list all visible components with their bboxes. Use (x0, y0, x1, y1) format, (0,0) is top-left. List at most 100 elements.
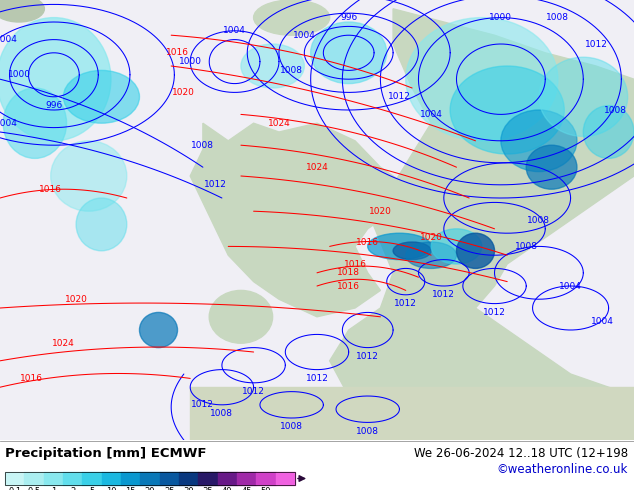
Text: 1012: 1012 (483, 308, 506, 317)
Text: 1020: 1020 (172, 88, 195, 97)
Text: 1012: 1012 (204, 180, 227, 189)
Bar (5, 472, 295, 485)
Text: 1012: 1012 (306, 374, 328, 383)
Text: 1000: 1000 (8, 70, 30, 79)
Text: 1008: 1008 (604, 105, 626, 115)
Ellipse shape (431, 229, 482, 264)
Text: 1016: 1016 (344, 260, 366, 269)
Text: 1012: 1012 (585, 40, 607, 49)
Text: 1004: 1004 (293, 31, 316, 40)
Ellipse shape (254, 0, 330, 35)
Text: 1016: 1016 (39, 185, 62, 194)
Text: 20: 20 (145, 487, 155, 490)
Text: 10: 10 (106, 487, 117, 490)
Text: We 26-06-2024 12..18 UTC (12+198: We 26-06-2024 12..18 UTC (12+198 (414, 447, 628, 460)
Text: 1004: 1004 (591, 317, 614, 326)
Text: 996: 996 (340, 13, 358, 22)
Bar (121, 472, 140, 485)
Polygon shape (190, 123, 406, 317)
Text: 1016: 1016 (166, 49, 189, 57)
Text: 1008: 1008 (191, 141, 214, 150)
Text: 1016: 1016 (337, 282, 360, 291)
Text: 1016: 1016 (356, 238, 379, 246)
Text: 1004: 1004 (420, 110, 443, 119)
Text: 1012: 1012 (388, 92, 411, 101)
Text: 1004: 1004 (0, 35, 18, 44)
Bar (140, 472, 160, 485)
Polygon shape (330, 9, 634, 440)
Bar (82, 472, 101, 485)
Text: 0.1: 0.1 (8, 487, 21, 490)
Text: 1008: 1008 (547, 13, 569, 22)
Bar (237, 472, 256, 485)
Text: 25: 25 (164, 487, 174, 490)
Text: 1020: 1020 (420, 233, 443, 242)
Bar (24, 472, 44, 485)
Ellipse shape (0, 18, 111, 141)
Bar (190, 387, 634, 440)
Text: 1008: 1008 (356, 427, 379, 436)
Ellipse shape (406, 18, 558, 141)
Text: 1008: 1008 (280, 66, 303, 75)
Ellipse shape (501, 110, 577, 172)
Bar (63, 472, 82, 485)
Text: 1024: 1024 (306, 163, 328, 172)
Text: 1: 1 (51, 487, 56, 490)
Ellipse shape (51, 141, 127, 211)
Bar (44, 472, 63, 485)
Bar (217, 472, 237, 485)
Ellipse shape (63, 71, 139, 123)
Text: 1012: 1012 (394, 299, 417, 308)
Ellipse shape (0, 0, 44, 22)
Text: 1012: 1012 (356, 352, 379, 361)
Ellipse shape (456, 233, 495, 269)
Text: 1008: 1008 (515, 242, 538, 251)
Text: 15: 15 (126, 487, 136, 490)
Text: 0.5: 0.5 (27, 487, 41, 490)
Ellipse shape (139, 313, 178, 347)
Text: 996: 996 (45, 101, 63, 110)
Ellipse shape (393, 242, 431, 260)
Bar (179, 472, 198, 485)
Ellipse shape (583, 106, 634, 158)
Ellipse shape (311, 22, 387, 84)
Text: 1000: 1000 (489, 13, 512, 22)
Ellipse shape (539, 57, 628, 136)
Text: 1018: 1018 (337, 269, 360, 277)
Text: 1016: 1016 (20, 374, 43, 383)
Text: 1004: 1004 (559, 282, 582, 291)
Ellipse shape (209, 291, 273, 343)
Text: 1008: 1008 (280, 422, 303, 431)
Ellipse shape (3, 88, 67, 158)
Bar (5, 472, 24, 485)
Bar (276, 472, 295, 485)
Ellipse shape (406, 242, 456, 269)
Text: 50: 50 (261, 487, 271, 490)
Text: 1020: 1020 (65, 294, 87, 304)
Text: 5: 5 (89, 487, 94, 490)
Text: 40: 40 (222, 487, 233, 490)
Text: 1012: 1012 (242, 387, 265, 396)
Text: 35: 35 (203, 487, 213, 490)
Text: 1000: 1000 (179, 57, 202, 66)
Text: 30: 30 (183, 487, 194, 490)
Text: 1004: 1004 (223, 26, 246, 35)
Text: 2: 2 (70, 487, 75, 490)
Text: 1020: 1020 (369, 207, 392, 216)
Text: 1008: 1008 (527, 216, 550, 224)
Ellipse shape (526, 145, 577, 189)
Text: 1024: 1024 (52, 339, 75, 348)
Bar (0, 0, 203, 440)
Text: 1004: 1004 (0, 119, 18, 128)
Text: 45: 45 (242, 487, 252, 490)
Text: ©weatheronline.co.uk: ©weatheronline.co.uk (496, 463, 628, 476)
Text: 1024: 1024 (268, 119, 290, 128)
Text: 1012: 1012 (191, 400, 214, 409)
Bar (198, 472, 217, 485)
Ellipse shape (368, 233, 431, 260)
Bar (256, 472, 276, 485)
Text: Precipitation [mm] ECMWF: Precipitation [mm] ECMWF (5, 447, 207, 460)
Bar (101, 472, 121, 485)
Ellipse shape (450, 66, 564, 154)
Text: 1012: 1012 (432, 290, 455, 299)
